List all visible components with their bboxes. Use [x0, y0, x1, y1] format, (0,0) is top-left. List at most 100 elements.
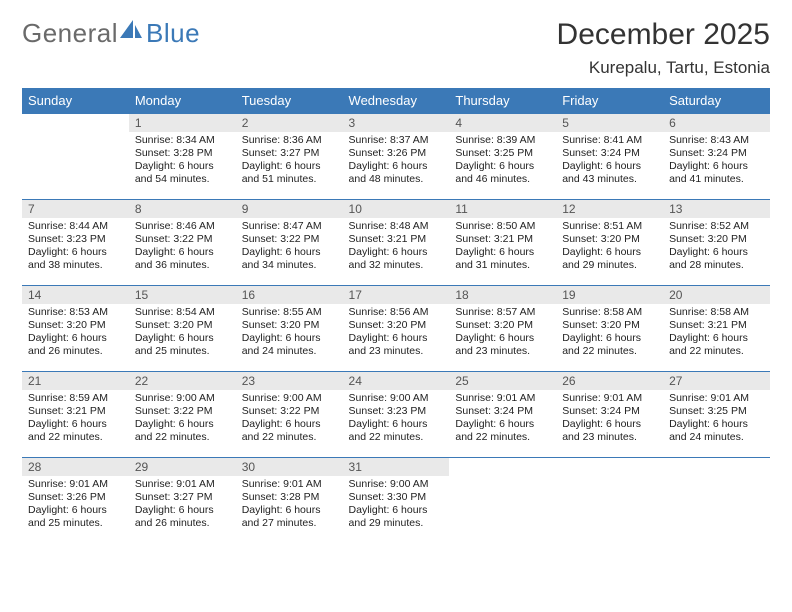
calendar-cell: 26Sunrise: 9:01 AM Sunset: 3:24 PM Dayli…: [556, 372, 663, 458]
calendar-cell: 16Sunrise: 8:55 AM Sunset: 3:20 PM Dayli…: [236, 286, 343, 372]
calendar-cell: 21Sunrise: 8:59 AM Sunset: 3:21 PM Dayli…: [22, 372, 129, 458]
day-number: 2: [236, 114, 343, 132]
day-details: Sunrise: 8:34 AM Sunset: 3:28 PM Dayligh…: [129, 132, 236, 191]
calendar-week-row: 28Sunrise: 9:01 AM Sunset: 3:26 PM Dayli…: [22, 458, 770, 544]
day-number: 10: [343, 200, 450, 218]
calendar-table: Sunday Monday Tuesday Wednesday Thursday…: [22, 88, 770, 544]
calendar-cell: 23Sunrise: 9:00 AM Sunset: 3:22 PM Dayli…: [236, 372, 343, 458]
day-number: 5: [556, 114, 663, 132]
calendar-cell: 25Sunrise: 9:01 AM Sunset: 3:24 PM Dayli…: [449, 372, 556, 458]
day-number: 27: [663, 372, 770, 390]
day-details: Sunrise: 8:48 AM Sunset: 3:21 PM Dayligh…: [343, 218, 450, 277]
day-details: Sunrise: 9:01 AM Sunset: 3:25 PM Dayligh…: [663, 390, 770, 449]
calendar-cell: 27Sunrise: 9:01 AM Sunset: 3:25 PM Dayli…: [663, 372, 770, 458]
calendar-cell: ..: [449, 458, 556, 544]
day-details: Sunrise: 8:37 AM Sunset: 3:26 PM Dayligh…: [343, 132, 450, 191]
calendar-week-row: 14Sunrise: 8:53 AM Sunset: 3:20 PM Dayli…: [22, 286, 770, 372]
logo-text-blue: Blue: [146, 18, 200, 49]
day-number: 26: [556, 372, 663, 390]
calendar-cell: 17Sunrise: 8:56 AM Sunset: 3:20 PM Dayli…: [343, 286, 450, 372]
day-details: Sunrise: 8:56 AM Sunset: 3:20 PM Dayligh…: [343, 304, 450, 363]
page-title: December 2025: [557, 18, 770, 52]
logo-sail-icon: [118, 18, 144, 45]
day-number: 31: [343, 458, 450, 476]
day-details: Sunrise: 8:41 AM Sunset: 3:24 PM Dayligh…: [556, 132, 663, 191]
calendar-cell: 29Sunrise: 9:01 AM Sunset: 3:27 PM Dayli…: [129, 458, 236, 544]
calendar-week-row: 21Sunrise: 8:59 AM Sunset: 3:21 PM Dayli…: [22, 372, 770, 458]
day-number: 6: [663, 114, 770, 132]
day-details: Sunrise: 8:54 AM Sunset: 3:20 PM Dayligh…: [129, 304, 236, 363]
calendar-body: ..1Sunrise: 8:34 AM Sunset: 3:28 PM Dayl…: [22, 114, 770, 544]
calendar-cell: 4Sunrise: 8:39 AM Sunset: 3:25 PM Daylig…: [449, 114, 556, 200]
calendar-cell: 8Sunrise: 8:46 AM Sunset: 3:22 PM Daylig…: [129, 200, 236, 286]
calendar-cell: 30Sunrise: 9:01 AM Sunset: 3:28 PM Dayli…: [236, 458, 343, 544]
calendar-cell: 28Sunrise: 9:01 AM Sunset: 3:26 PM Dayli…: [22, 458, 129, 544]
calendar-cell: 6Sunrise: 8:43 AM Sunset: 3:24 PM Daylig…: [663, 114, 770, 200]
day-details: Sunrise: 8:47 AM Sunset: 3:22 PM Dayligh…: [236, 218, 343, 277]
day-details: Sunrise: 8:53 AM Sunset: 3:20 PM Dayligh…: [22, 304, 129, 363]
day-details: Sunrise: 8:39 AM Sunset: 3:25 PM Dayligh…: [449, 132, 556, 191]
day-details: Sunrise: 8:52 AM Sunset: 3:20 PM Dayligh…: [663, 218, 770, 277]
day-details: Sunrise: 8:58 AM Sunset: 3:21 PM Dayligh…: [663, 304, 770, 363]
day-details: Sunrise: 8:58 AM Sunset: 3:20 PM Dayligh…: [556, 304, 663, 363]
day-number: 30: [236, 458, 343, 476]
calendar-cell: 9Sunrise: 8:47 AM Sunset: 3:22 PM Daylig…: [236, 200, 343, 286]
day-number: 12: [556, 200, 663, 218]
day-details: Sunrise: 8:59 AM Sunset: 3:21 PM Dayligh…: [22, 390, 129, 449]
weekday-header: Monday: [129, 88, 236, 114]
calendar-cell: 24Sunrise: 9:00 AM Sunset: 3:23 PM Dayli…: [343, 372, 450, 458]
day-number: 16: [236, 286, 343, 304]
logo: General Blue: [22, 18, 200, 49]
weekday-header: Sunday: [22, 88, 129, 114]
calendar-cell: 19Sunrise: 8:58 AM Sunset: 3:20 PM Dayli…: [556, 286, 663, 372]
calendar-cell: ..: [663, 458, 770, 544]
calendar-cell: 20Sunrise: 8:58 AM Sunset: 3:21 PM Dayli…: [663, 286, 770, 372]
day-number: 3: [343, 114, 450, 132]
day-number: 15: [129, 286, 236, 304]
day-details: Sunrise: 8:50 AM Sunset: 3:21 PM Dayligh…: [449, 218, 556, 277]
calendar-cell: ..: [22, 114, 129, 200]
calendar-cell: 11Sunrise: 8:50 AM Sunset: 3:21 PM Dayli…: [449, 200, 556, 286]
day-number: 8: [129, 200, 236, 218]
calendar-cell: ..: [556, 458, 663, 544]
calendar-cell: 13Sunrise: 8:52 AM Sunset: 3:20 PM Dayli…: [663, 200, 770, 286]
calendar-week-row: ..1Sunrise: 8:34 AM Sunset: 3:28 PM Dayl…: [22, 114, 770, 200]
day-details: Sunrise: 8:46 AM Sunset: 3:22 PM Dayligh…: [129, 218, 236, 277]
day-details: Sunrise: 9:01 AM Sunset: 3:24 PM Dayligh…: [556, 390, 663, 449]
day-details: Sunrise: 8:44 AM Sunset: 3:23 PM Dayligh…: [22, 218, 129, 277]
weekday-header: Friday: [556, 88, 663, 114]
calendar-cell: 3Sunrise: 8:37 AM Sunset: 3:26 PM Daylig…: [343, 114, 450, 200]
calendar-cell: 22Sunrise: 9:00 AM Sunset: 3:22 PM Dayli…: [129, 372, 236, 458]
calendar-cell: 1Sunrise: 8:34 AM Sunset: 3:28 PM Daylig…: [129, 114, 236, 200]
day-number: 18: [449, 286, 556, 304]
calendar-cell: 7Sunrise: 8:44 AM Sunset: 3:23 PM Daylig…: [22, 200, 129, 286]
calendar-header-row: Sunday Monday Tuesday Wednesday Thursday…: [22, 88, 770, 114]
day-number: 29: [129, 458, 236, 476]
day-details: Sunrise: 9:00 AM Sunset: 3:23 PM Dayligh…: [343, 390, 450, 449]
calendar-cell: 14Sunrise: 8:53 AM Sunset: 3:20 PM Dayli…: [22, 286, 129, 372]
day-number: 9: [236, 200, 343, 218]
day-number: 19: [556, 286, 663, 304]
weekday-header: Saturday: [663, 88, 770, 114]
weekday-header: Wednesday: [343, 88, 450, 114]
day-details: Sunrise: 8:55 AM Sunset: 3:20 PM Dayligh…: [236, 304, 343, 363]
weekday-header: Thursday: [449, 88, 556, 114]
day-number: 14: [22, 286, 129, 304]
day-number: 25: [449, 372, 556, 390]
calendar-week-row: 7Sunrise: 8:44 AM Sunset: 3:23 PM Daylig…: [22, 200, 770, 286]
day-number: 17: [343, 286, 450, 304]
day-details: Sunrise: 8:43 AM Sunset: 3:24 PM Dayligh…: [663, 132, 770, 191]
title-block: December 2025 Kurepalu, Tartu, Estonia: [557, 18, 770, 78]
day-details: Sunrise: 9:00 AM Sunset: 3:22 PM Dayligh…: [129, 390, 236, 449]
day-details: Sunrise: 9:01 AM Sunset: 3:24 PM Dayligh…: [449, 390, 556, 449]
day-details: Sunrise: 8:36 AM Sunset: 3:27 PM Dayligh…: [236, 132, 343, 191]
calendar-cell: 12Sunrise: 8:51 AM Sunset: 3:20 PM Dayli…: [556, 200, 663, 286]
calendar-cell: 15Sunrise: 8:54 AM Sunset: 3:20 PM Dayli…: [129, 286, 236, 372]
day-number: 24: [343, 372, 450, 390]
location-label: Kurepalu, Tartu, Estonia: [557, 58, 770, 78]
calendar-cell: 31Sunrise: 9:00 AM Sunset: 3:30 PM Dayli…: [343, 458, 450, 544]
day-number: 20: [663, 286, 770, 304]
day-details: Sunrise: 8:57 AM Sunset: 3:20 PM Dayligh…: [449, 304, 556, 363]
day-details: Sunrise: 9:00 AM Sunset: 3:22 PM Dayligh…: [236, 390, 343, 449]
header: General Blue December 2025 Kurepalu, Tar…: [22, 18, 770, 78]
